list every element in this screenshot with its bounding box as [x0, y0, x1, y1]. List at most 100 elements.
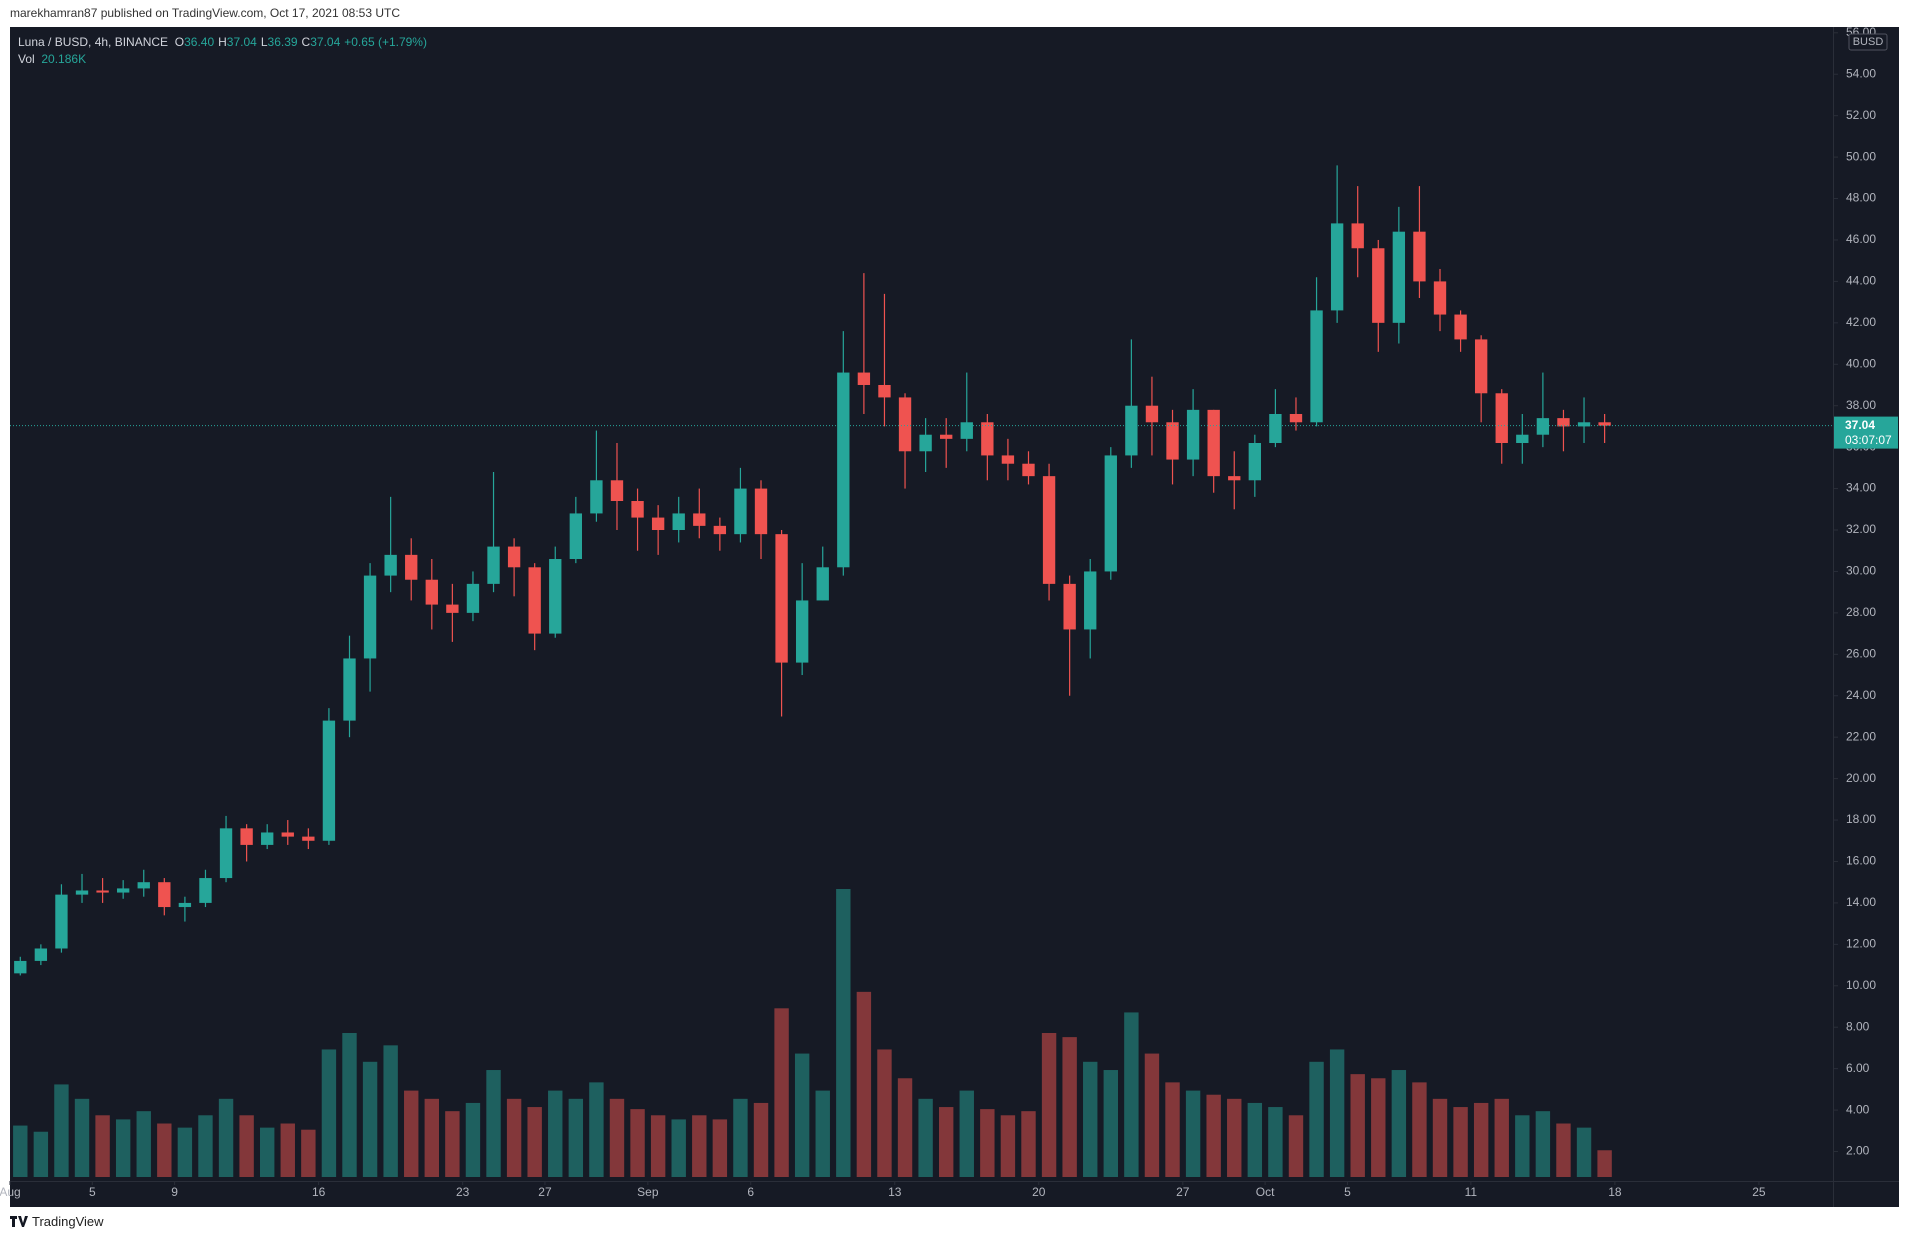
volume-bar — [794, 1053, 810, 1177]
candle-body — [795, 600, 809, 663]
volume-bar — [671, 1119, 686, 1177]
candle-body — [116, 888, 130, 893]
y-tick-label: 12.00 — [1846, 937, 1876, 951]
candle-body — [1516, 434, 1529, 443]
volume-bar — [1288, 1115, 1304, 1177]
candle-body — [55, 894, 68, 949]
volume-bar — [362, 1061, 378, 1177]
last-price-badge — [1834, 416, 1898, 449]
y-tick-label: 6.00 — [1846, 1061, 1870, 1075]
x-tick-label: 18 — [1608, 1185, 1622, 1199]
volume-bar — [506, 1098, 522, 1177]
volume-bar — [1453, 1107, 1468, 1177]
y-tick-label: 16.00 — [1846, 854, 1876, 868]
candle-body — [137, 882, 150, 889]
candle-body — [651, 517, 665, 531]
candle-body — [693, 513, 706, 526]
candle-body — [178, 902, 192, 908]
volume-bar — [1206, 1094, 1221, 1177]
candle-body — [1104, 455, 1117, 572]
volume-bar — [692, 1115, 707, 1177]
candle-body — [343, 658, 356, 721]
volume-bar — [1432, 1098, 1448, 1177]
y-tick-label: 20.00 — [1846, 771, 1876, 785]
volume-bar — [897, 1078, 913, 1177]
y-tick-label: 46.00 — [1846, 232, 1876, 246]
legend-volume-row: Vol 20.186K — [18, 51, 427, 68]
currency-badge — [1848, 33, 1888, 51]
candle-body — [631, 501, 644, 518]
y-tick-label: 48.00 — [1846, 191, 1876, 205]
candle-body — [940, 434, 953, 439]
y-tick-label: 22.00 — [1846, 729, 1876, 743]
candle-body — [898, 397, 912, 452]
volume-bar — [568, 1098, 584, 1177]
candle-body — [960, 422, 973, 439]
ohlc: O36.40 H37.04 L36.39 C37.04 — [175, 35, 345, 49]
y-tick-label: 52.00 — [1846, 108, 1876, 122]
candle-body — [425, 579, 438, 605]
volume-bar — [1515, 1115, 1530, 1177]
candle-body — [1145, 405, 1159, 423]
volume-bar — [486, 1070, 501, 1177]
candle-body — [1433, 281, 1447, 315]
volume-bar — [1494, 1098, 1509, 1177]
volume-bar — [259, 1127, 275, 1177]
x-tick-label: 16 — [312, 1185, 326, 1199]
candle-body — [446, 604, 459, 613]
candle-body — [816, 567, 829, 601]
volume-bar — [1000, 1115, 1016, 1177]
volume-bar — [938, 1107, 954, 1177]
candle-body — [261, 832, 274, 845]
volume-bar — [321, 1049, 337, 1177]
last-price-label: 37.04 — [1845, 418, 1875, 432]
volume-bar — [815, 1090, 830, 1177]
candle-body — [837, 372, 850, 568]
x-tick-label: 5 — [1344, 1185, 1351, 1199]
candle-body — [713, 525, 727, 535]
logo-text: TradingView — [32, 1214, 104, 1229]
candle-body — [487, 546, 500, 584]
volume-bar — [1268, 1107, 1283, 1177]
volume-bar — [1165, 1082, 1180, 1177]
candle-body — [878, 384, 891, 398]
ohlc-value: 36.39 — [267, 35, 298, 49]
volume-bar — [733, 1098, 748, 1177]
y-tick-label: 42.00 — [1846, 315, 1876, 329]
volume-bar — [95, 1115, 110, 1177]
volume-bar — [13, 1125, 28, 1177]
y-tick-label: 54.00 — [1846, 66, 1876, 80]
volume-bar — [1227, 1098, 1242, 1177]
candle-body — [549, 559, 562, 634]
volume-bar — [1391, 1070, 1407, 1177]
volume-bar — [1597, 1150, 1612, 1177]
volume-key: Vol — [18, 52, 35, 66]
x-tick-label: 23 — [456, 1185, 470, 1199]
candle-body — [919, 434, 932, 452]
candle-body — [1372, 248, 1385, 323]
legend: Luna / BUSD, 4h, BINANCE O36.40 H37.04 L36… — [18, 34, 427, 68]
ohlc-key: L — [260, 35, 268, 49]
volume-bar — [609, 1098, 625, 1177]
volume-bar — [548, 1090, 563, 1177]
volume-bar — [404, 1090, 419, 1177]
candle-body — [1598, 422, 1611, 426]
y-tick-label: 50.00 — [1846, 149, 1876, 163]
volume-layer — [13, 889, 1612, 1177]
candle-body — [1207, 409, 1220, 477]
candle-body — [507, 546, 521, 568]
volume-bar — [1412, 1082, 1427, 1177]
x-tick-label: Oct — [1256, 1185, 1275, 1199]
y-tick-label: 40.00 — [1846, 356, 1876, 370]
candle-body — [1351, 223, 1364, 249]
y-tick-label: 24.00 — [1846, 688, 1876, 702]
candle-body — [569, 513, 583, 560]
candle-body — [1330, 223, 1344, 311]
legend-symbol-row: Luna / BUSD, 4h, BINANCE O36.40 H37.04 L36… — [18, 34, 427, 51]
volume-bar — [424, 1098, 440, 1177]
x-tick-label: 27 — [1176, 1185, 1190, 1199]
x-tick-label: 5 — [89, 1185, 96, 1199]
candle-body — [1042, 476, 1056, 584]
y-tick-label: 26.00 — [1846, 646, 1876, 660]
